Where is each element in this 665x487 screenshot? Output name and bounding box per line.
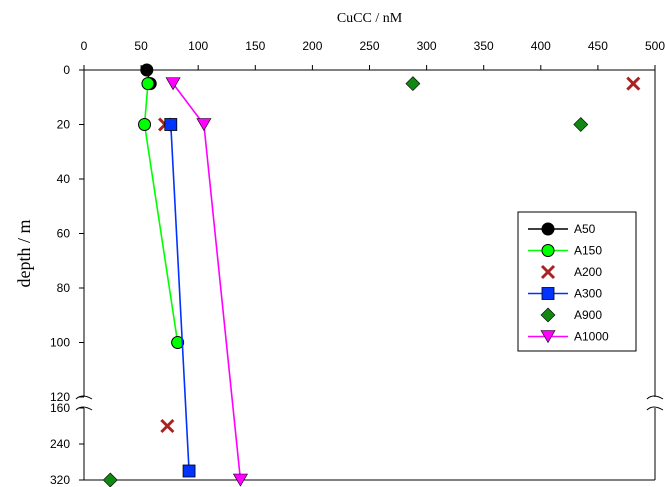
y-tick-label: 120 [50,390,70,404]
series-a150 [138,77,185,349]
y-tick-label: 100 [50,336,70,350]
y-tick-label: 20 [57,118,71,132]
legend-item-a150: A150 [528,244,602,258]
series-a900 [102,76,589,487]
data-point-a1000 [165,77,181,91]
legend-box [517,211,637,352]
y-axis-title: depth / m [14,220,34,288]
x-tick-label: 50 [134,39,148,53]
data-point-a150 [138,118,152,131]
legend-label: A300 [574,287,602,301]
axis-break-mark [646,406,664,411]
legend-item-a900: A900 [540,307,602,323]
series-a300 [164,118,196,478]
data-point-a1000 [232,473,248,487]
axis-break-mark [75,395,93,400]
data-point-a1000 [196,118,212,132]
data-point-a150 [171,336,185,349]
data-point-a300 [182,464,196,478]
x-axis-title: CuCC / nM [337,11,403,26]
y-tick-label: 160 [50,401,70,415]
x-tick-label: 100 [188,39,208,53]
data-point-a50 [140,63,154,77]
legend-marker [540,330,556,344]
data-point-a200 [626,76,641,91]
legend-marker [541,287,555,300]
data-point-a150 [141,77,155,91]
x-tick-label: 500 [645,39,665,53]
legend-item-a200: A200 [540,264,602,280]
legend-label: A900 [574,308,602,322]
chart-series [102,63,641,487]
x-tick-label: 0 [81,39,88,53]
legend-label: A1000 [574,330,609,344]
legend-item-a1000: A1000 [528,330,609,344]
legend-item-a50: A50 [528,222,596,236]
legend-marker [540,307,556,323]
series-line-a1000 [172,83,242,481]
legend-label: A200 [574,265,602,279]
x-tick-label: 450 [588,39,608,53]
data-point-a200 [160,418,175,434]
series-line-a300 [169,124,190,472]
series-a1000 [165,77,248,487]
chart-axes: 0 50 100 150 200 250 300 350 400 450 500 0 20 40 60 80 1… [14,11,665,487]
legend-marker [541,244,555,257]
legend: A50 A150 A200 A300 A900 A1000 [517,211,637,352]
x-tick-label: 400 [531,39,551,53]
legend-label: A50 [574,222,596,236]
x-tick-label: 150 [245,39,265,53]
legend-marker [540,264,556,280]
data-point-a900 [102,472,118,487]
axis-break-mark [75,406,93,411]
data-point-a900 [573,117,589,132]
y-tick-label: 0 [63,63,70,77]
y-tick-label: 40 [57,172,71,186]
y-tick-label: 240 [50,437,70,451]
y-tick-label: 320 [50,473,70,487]
legend-label: A150 [574,244,602,258]
x-tick-label: 350 [474,39,494,53]
y-tick-label: 80 [57,281,71,295]
x-tick-label: 200 [302,39,322,53]
x-tick-label: 250 [359,39,379,53]
legend-item-a300: A300 [528,287,602,301]
legend-marker [541,222,555,236]
data-point-a300 [164,118,178,131]
x-tick-label: 300 [417,39,437,53]
axis-break-mark [646,395,664,400]
data-point-a900 [405,76,421,92]
y-tick-label: 60 [57,227,71,241]
